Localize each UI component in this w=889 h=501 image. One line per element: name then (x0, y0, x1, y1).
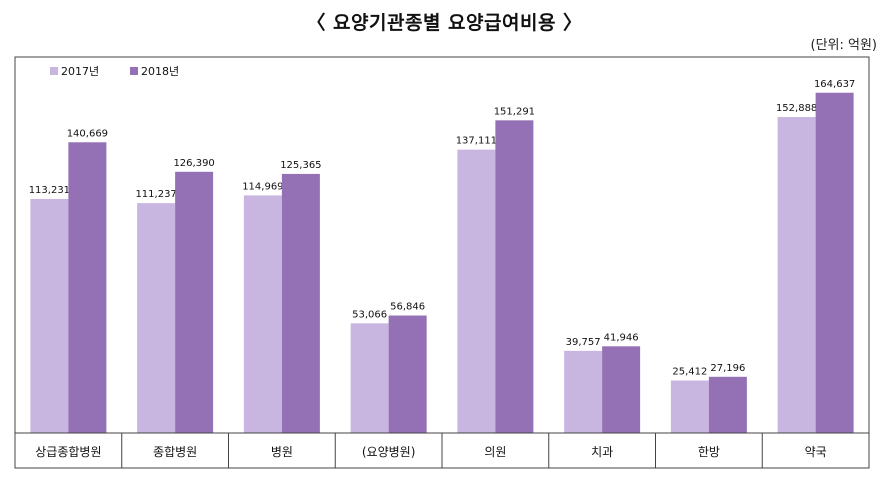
value-label: 113,231 (29, 185, 70, 196)
value-label: 140,669 (67, 128, 108, 139)
legend-swatch-1 (130, 67, 138, 75)
bar-2017-4 (457, 149, 496, 433)
value-label: 126,390 (173, 158, 214, 169)
bar-2018-3 (388, 315, 427, 433)
value-label: 27,196 (710, 363, 745, 374)
bar-2017-3 (350, 323, 389, 433)
bar-2018-1 (175, 171, 214, 433)
category-label: 병원 (271, 445, 293, 459)
value-label: 39,757 (566, 337, 601, 348)
bar-2017-5 (564, 350, 603, 433)
bar-2018-7 (815, 92, 854, 434)
value-label: 125,365 (280, 160, 321, 171)
bar-2018-0 (68, 142, 107, 434)
category-label: 한방 (698, 445, 720, 459)
bar-2018-5 (602, 346, 641, 433)
chart-title: 〈 요양기관종별 요양급여비용 〉 (306, 12, 583, 34)
value-label: 164,637 (814, 79, 855, 90)
legend-swatch-0 (50, 67, 58, 75)
category-label: 치과 (591, 445, 613, 459)
x-axis: 상급종합병원 종합병원 병원 (요양병원) 의원 치과 한방 약국 (15, 432, 869, 468)
bar-2017-0 (30, 198, 69, 433)
legend: 2017년 2018년 (50, 65, 179, 78)
bar-2018-4 (495, 120, 534, 433)
category-label: 상급종합병원 (35, 445, 101, 459)
legend-label-0: 2017년 (61, 65, 99, 78)
bars: 113,231 140,669 111,237 126,390 114,969 125,3… (29, 79, 855, 434)
unit-label: (단위: 억원) (810, 38, 878, 53)
category-label: (요양병원) (362, 445, 416, 459)
value-label: 25,412 (672, 366, 707, 377)
bar-2018-2 (281, 173, 320, 433)
bar-2017-1 (137, 203, 176, 433)
value-label: 152,888 (776, 103, 817, 114)
value-label: 114,969 (242, 181, 283, 192)
bar-2018-6 (708, 376, 747, 433)
bar-2017-2 (243, 195, 282, 433)
category-label: 종합병원 (153, 445, 197, 459)
bar-2017-7 (777, 117, 816, 433)
value-label: 53,066 (352, 309, 387, 320)
value-label: 151,291 (494, 106, 535, 117)
bar-2017-6 (670, 380, 709, 433)
value-label: 41,946 (604, 332, 639, 343)
category-label: 의원 (484, 445, 506, 459)
value-label: 56,846 (390, 302, 425, 313)
category-label: 약국 (805, 444, 827, 459)
value-label: 111,237 (135, 189, 176, 200)
legend-label-1: 2018년 (141, 65, 179, 78)
value-label: 137,111 (456, 136, 497, 147)
